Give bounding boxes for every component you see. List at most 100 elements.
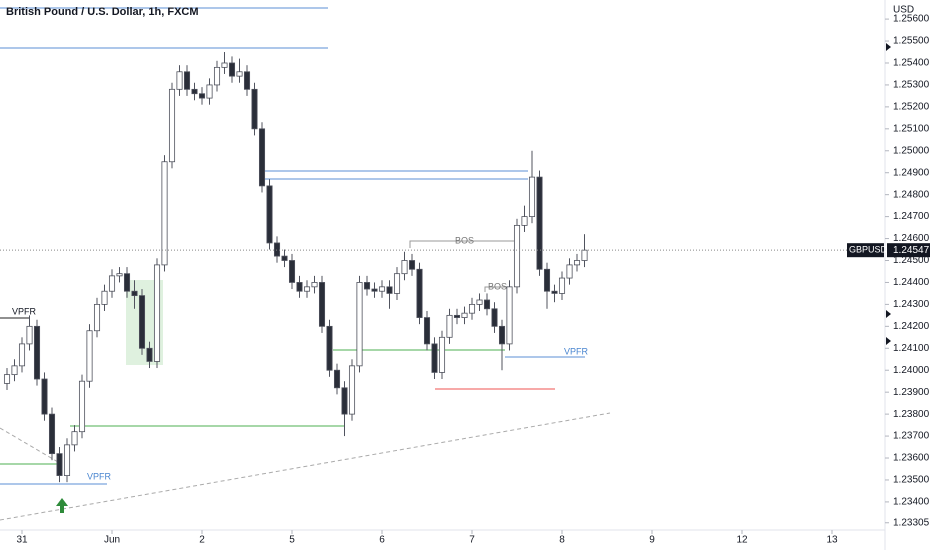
annotation: BOS [455, 235, 474, 245]
candle-body [86, 330, 93, 382]
candle-body [438, 336, 446, 373]
candle-body [416, 268, 423, 318]
candle-body [446, 314, 453, 338]
candle-body [386, 286, 393, 294]
candle-body [18, 343, 26, 367]
x-tick-label: 8 [559, 535, 565, 546]
x-tick-label: 12 [736, 535, 748, 546]
x-tick-label: 5 [289, 535, 295, 546]
y-tick-label: 1.25000 [893, 145, 930, 156]
candle-body [191, 88, 198, 95]
y-tick-label: 1.24400 [893, 277, 930, 288]
candle-body [213, 66, 221, 86]
candle-body [116, 273, 123, 277]
candle-body [491, 308, 498, 327]
annotation: VPFR [12, 306, 37, 316]
annotation: VPFR [87, 471, 112, 481]
candle-body [536, 176, 543, 270]
x-tick-label: 13 [826, 535, 838, 546]
candle-body [296, 282, 303, 292]
candle-body [198, 93, 206, 99]
candle-body [288, 260, 296, 283]
y-tick-label: 1.23700 [893, 431, 930, 442]
y-tick-label: 1.23400 [893, 497, 930, 508]
y-tick-label: 1.24000 [893, 365, 930, 376]
candle-body [266, 185, 273, 244]
y-tick-label: 1.24300 [893, 299, 930, 310]
annotation: BOS [488, 281, 507, 291]
candle-body [371, 288, 378, 292]
candle-body [221, 62, 228, 68]
candle-body [123, 273, 131, 292]
candle-body [461, 312, 468, 318]
candle-body [528, 176, 536, 218]
y-tick-label: 1.23800 [893, 409, 930, 420]
candle-body [423, 317, 431, 345]
candle-body [236, 71, 243, 77]
candles [3, 52, 588, 483]
candle-body [71, 431, 78, 446]
last-price-label: 1.24547 [893, 245, 930, 256]
candle-body [251, 88, 258, 130]
candle-body [543, 268, 551, 292]
y-tick-label: 1.24200 [893, 321, 930, 332]
candle-body [281, 255, 288, 261]
candle-body [93, 303, 101, 332]
candle-body [483, 299, 491, 310]
y-tick-label: 1.23600 [893, 453, 930, 464]
candle-body [168, 88, 176, 163]
symbol-label: GBPUSD [849, 245, 888, 255]
candle-body [153, 264, 161, 362]
candle-body [348, 365, 356, 415]
x-tick-label: 6 [379, 535, 385, 546]
y-tick-label: 1.24900 [893, 167, 930, 178]
axis-marker [886, 310, 891, 318]
candle-body [41, 378, 48, 415]
candle-body [498, 325, 506, 345]
candle-body [258, 128, 266, 187]
x-tick-label: 2 [199, 535, 205, 546]
candle-body [56, 453, 63, 476]
candle-body [303, 286, 311, 292]
candle-body [551, 290, 558, 294]
y-tick-label: 1.24800 [893, 189, 930, 200]
candle-body [506, 286, 513, 345]
candle-body [206, 84, 213, 99]
candle-body [311, 282, 318, 288]
candle-body [513, 224, 521, 288]
candle-body [581, 249, 588, 261]
candle-body [176, 71, 183, 90]
y-tick-label: 1.25500 [893, 36, 930, 47]
axis-marker [886, 337, 891, 345]
y-tick-label: 1.23305 [893, 517, 930, 528]
candle-body [453, 314, 461, 318]
candle-body [146, 347, 153, 362]
candle-body [341, 387, 348, 415]
candle-body [431, 343, 438, 373]
candle-body [228, 62, 236, 77]
y-axis-label: USD [893, 5, 914, 16]
trend-line [0, 427, 59, 463]
up-arrow [56, 498, 68, 513]
y-tick-label: 1.24700 [893, 211, 930, 222]
y-tick-label: 1.25100 [893, 123, 930, 134]
candle-body [138, 295, 146, 349]
bos-line [484, 286, 510, 292]
candle-body [161, 161, 168, 266]
y-tick-label: 1.24600 [893, 233, 930, 244]
y-tick-label: 1.24500 [893, 255, 930, 266]
candle-body [408, 260, 416, 270]
y-tick-label: 1.24100 [893, 343, 930, 354]
candle-body [558, 277, 566, 294]
candle-body [356, 282, 363, 367]
candle-body [78, 380, 86, 433]
x-tick-label: 31 [16, 535, 28, 546]
candle-body [521, 216, 528, 226]
candle-body [363, 282, 371, 290]
candle-body [468, 303, 476, 314]
candle-body [131, 290, 138, 297]
candle-body [476, 299, 483, 305]
candle-body [566, 264, 573, 279]
